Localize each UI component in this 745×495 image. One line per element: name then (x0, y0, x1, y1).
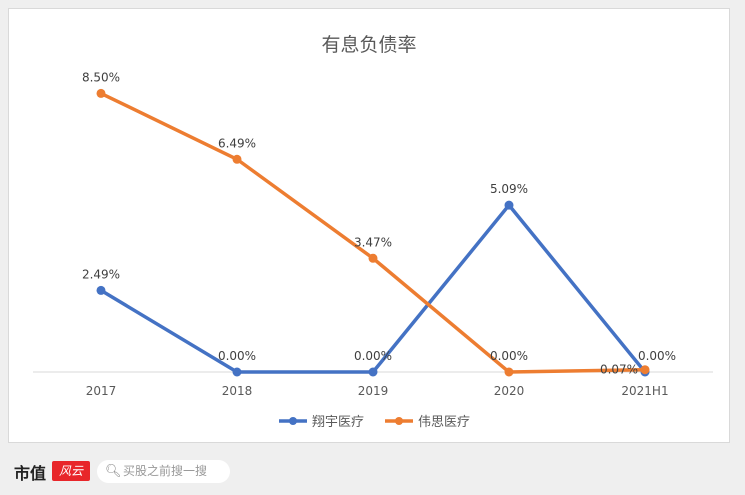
data-label: 0.00% (638, 349, 676, 363)
x-tick-label: 2021H1 (621, 384, 668, 398)
legend-marker (289, 417, 297, 425)
data-label: 2.49% (82, 267, 120, 281)
legend-marker (395, 417, 403, 425)
search-placeholder: 买股之前搜一搜 (123, 464, 208, 478)
data-label: 5.09% (490, 182, 528, 196)
data-label: 0.07% (600, 363, 638, 377)
data-label: 0.00% (218, 349, 256, 363)
brand-logo-text: 市值 (14, 464, 47, 483)
data-point (504, 367, 514, 377)
data-point (232, 367, 242, 377)
brand-logo-mark: 风云 (52, 461, 90, 481)
legend-label: 翔宇医疗 (312, 415, 364, 430)
data-point (96, 285, 106, 295)
data-point (232, 154, 242, 164)
chart-card: 有息负债率 2017 2018 2019 2020 2021H1 2.49% 0.00% 0.0… (8, 8, 730, 443)
x-tick-label: 2020 (494, 384, 525, 398)
data-label: 3.47% (354, 235, 392, 249)
data-point (96, 88, 106, 98)
data-label: 0.00% (354, 349, 392, 363)
x-tick-label: 2018 (222, 384, 253, 398)
data-point (504, 200, 514, 210)
data-label: 8.50% (82, 70, 120, 84)
search-box[interactable]: 🔍︎ 买股之前搜一搜 (97, 460, 230, 483)
x-tick-label: 2019 (358, 384, 389, 398)
chart-title: 有息负债率 (321, 34, 416, 56)
legend-label: 伟思医疗 (418, 415, 470, 430)
data-point (368, 253, 378, 263)
data-label: 0.00% (490, 349, 528, 363)
data-label: 6.49% (218, 136, 256, 150)
series-line-1 (100, 91, 646, 374)
series-line-0 (100, 203, 647, 374)
data-point (640, 365, 650, 375)
footer: 市值 风云 🔍︎ 买股之前搜一搜 (0, 448, 745, 495)
x-tick-label: 2017 (86, 384, 117, 398)
data-point (368, 367, 378, 377)
search-icon: 🔍︎ (105, 464, 122, 479)
